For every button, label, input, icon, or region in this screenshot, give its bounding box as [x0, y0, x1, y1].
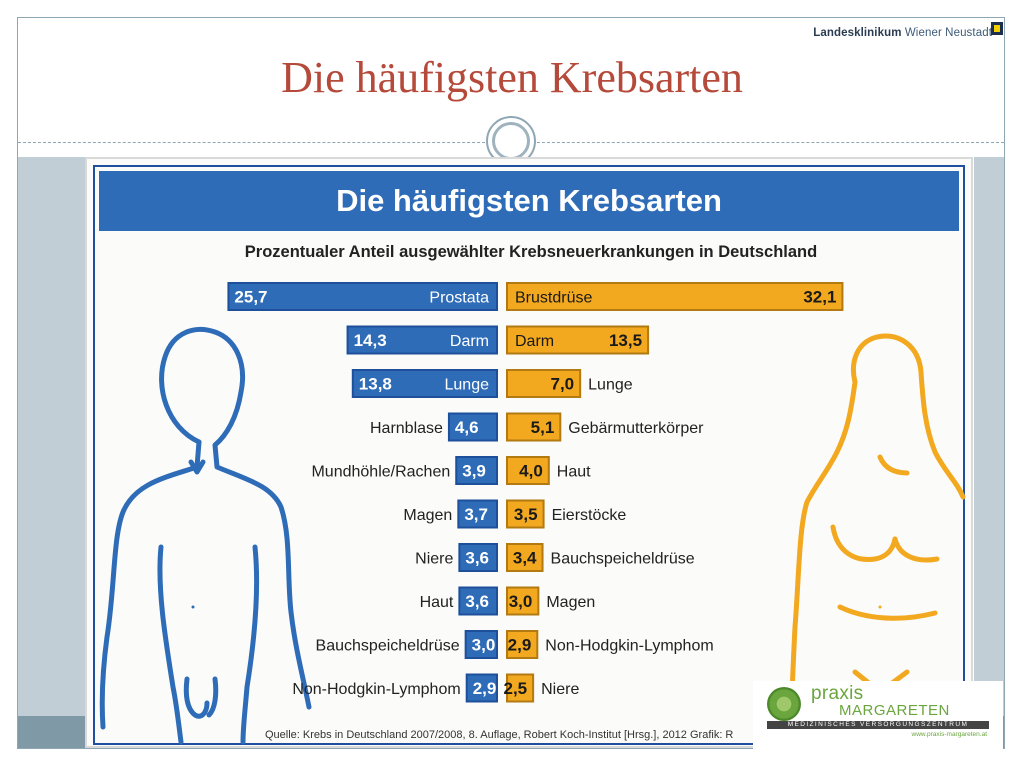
- male-bar-value: 25,7: [234, 288, 267, 307]
- male-bar-label: Niere: [415, 551, 453, 568]
- male-bar-value: 3,0: [472, 636, 496, 655]
- female-bar-label: Gebärmutterkörper: [568, 420, 704, 437]
- praxis-logo-word: praxis: [811, 683, 864, 704]
- female-bar-value: 3,4: [513, 549, 537, 568]
- slide-title: Die häufigsten Krebsarten: [281, 53, 743, 102]
- male-bar-value: 14,3: [354, 331, 387, 350]
- female-bar-label: Haut: [557, 464, 591, 481]
- praxis-logo-tagline: MEDIZINISCHES VERSORGUNGSZENTRUM: [767, 721, 989, 729]
- female-bar: [506, 282, 844, 311]
- female-bar-value: 2,5: [503, 679, 527, 698]
- chart-source-note: Quelle: Krebs in Deutschland 2007/2008, …: [265, 729, 734, 741]
- male-bar-label: Haut: [420, 594, 454, 611]
- male-bar-value: 3,6: [465, 549, 489, 568]
- male-bar: [447, 412, 498, 442]
- male-bar-value: 4,6: [455, 418, 479, 437]
- male-bar-label: Prostata: [429, 290, 489, 307]
- male-bar-value: 3,6: [465, 592, 489, 611]
- right-side-band: [974, 157, 1004, 747]
- male-bar-label: Darm: [450, 333, 489, 350]
- female-bar-value: 32,1: [803, 288, 836, 307]
- praxis-logo: praxis MARGARETEN MEDIZINISCHES VERSORGU…: [753, 681, 1003, 749]
- female-bar: [506, 325, 650, 355]
- female-bar: [506, 630, 539, 659]
- male-bar: [465, 673, 499, 703]
- female-bar-label: Bauchspeicheldrüse: [551, 551, 695, 568]
- praxis-logo-name: MARGARETEN: [839, 702, 950, 719]
- female-bar: [506, 499, 545, 529]
- chart-svg: 25,7 Prostata 14,3 Darm 13,8 Lunge 4,6 Harnblas…: [99, 282, 966, 745]
- female-bar-value: 3,0: [509, 592, 533, 611]
- male-bar: [351, 369, 499, 398]
- infographic: Die häufigsten Krebsarten Prozentualer A…: [85, 157, 973, 748]
- male-bar-label: Magen: [403, 507, 452, 524]
- divider-ornament-inner: [492, 122, 530, 160]
- male-bar-label: Lunge: [445, 377, 490, 394]
- female-bar: [506, 456, 550, 485]
- female-bar-value: 4,0: [519, 462, 543, 481]
- female-bar: [506, 543, 544, 572]
- female-bar-label: Non-Hodgkin-Lymphom: [545, 638, 713, 655]
- male-bar-value: 3,9: [462, 462, 486, 481]
- female-bar-label: Brustdrüse: [515, 290, 592, 307]
- female-bar-label: Lunge: [588, 377, 633, 394]
- infographic-frame: Die häufigsten Krebsarten Prozentualer A…: [93, 165, 966, 745]
- male-bar: [227, 282, 498, 311]
- left-band-footer: [18, 716, 86, 748]
- male-silhouette-icon: [99, 326, 312, 745]
- chart-subtitle: Prozentualer Anteil ausgewählter Krebsne…: [244, 243, 818, 261]
- female-bar-label: Magen: [546, 594, 595, 611]
- clinic-logo-icon: [991, 22, 1003, 35]
- male-bar: [457, 499, 498, 529]
- male-bar: [464, 630, 498, 659]
- female-bar-value: 5,1: [531, 418, 555, 437]
- clinic-city-text: Wiener Neustadt: [904, 27, 992, 39]
- clinic-name-text: Landesklinikum: [813, 27, 902, 39]
- male-bar: [346, 325, 498, 355]
- female-bar-label: Darm: [515, 333, 554, 350]
- female-bar-value: 7,0: [551, 375, 575, 394]
- clinic-name: Landesklinikum Wiener Neustadt: [813, 27, 992, 39]
- female-bar: [506, 369, 582, 398]
- male-bar: [458, 543, 499, 572]
- female-bar-label: Eierstöcke: [552, 507, 627, 524]
- praxis-logo-flower-icon: [767, 687, 801, 721]
- male-bar-label: Harnblase: [370, 420, 443, 437]
- female-bar-value: 13,5: [609, 331, 642, 350]
- female-bar-label: Niere: [541, 681, 579, 698]
- male-bar: [455, 456, 498, 485]
- male-bar-label: Non-Hodgkin-Lymphom: [292, 681, 460, 698]
- male-bar: [458, 586, 499, 616]
- female-bar-value: 3,5: [514, 505, 538, 524]
- female-bar: [506, 673, 535, 703]
- chart-title: Die häufigsten Krebsarten: [99, 171, 959, 231]
- male-bar-label: Mundhöhle/Rachen: [311, 464, 450, 481]
- male-bar-label: Bauchspeicheldrüse: [316, 638, 460, 655]
- female-bar: [506, 412, 562, 442]
- male-bar-value: 13,8: [359, 375, 392, 394]
- praxis-logo-url: www.praxis-margareten.at: [911, 731, 988, 738]
- female-bar-value: 2,9: [508, 636, 532, 655]
- male-bar-value: 3,7: [464, 505, 488, 524]
- left-side-band: [18, 157, 86, 747]
- male-bar-value: 2,9: [473, 679, 497, 698]
- female-bar: [506, 586, 540, 616]
